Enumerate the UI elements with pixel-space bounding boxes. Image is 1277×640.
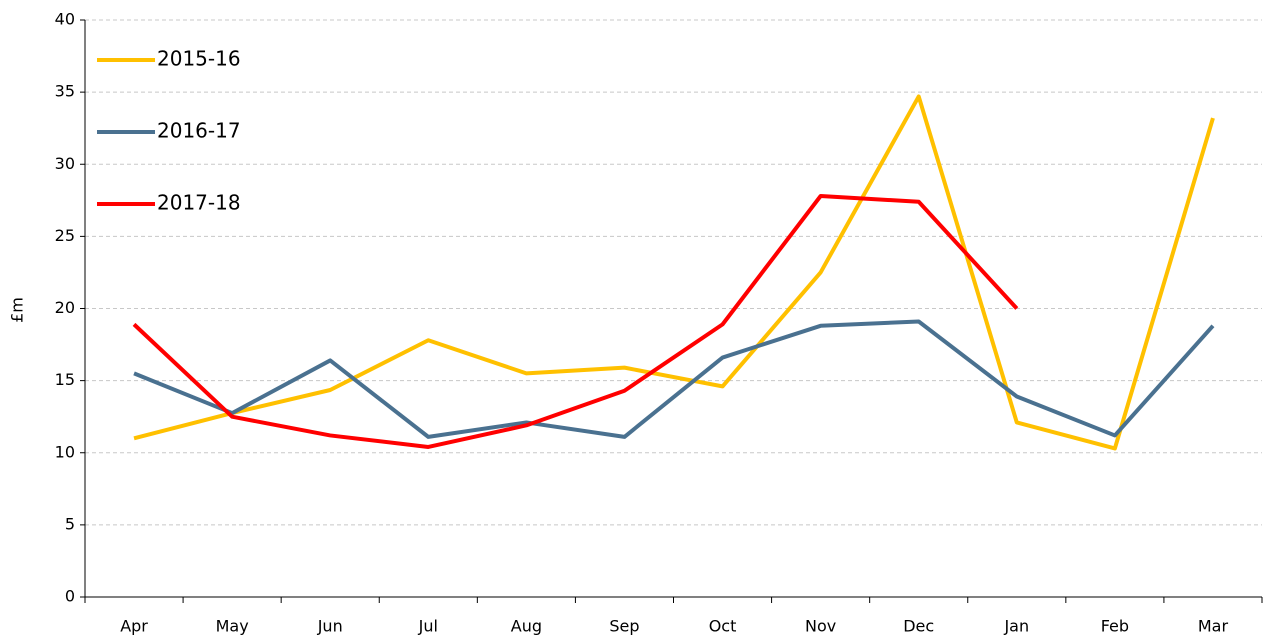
series-line <box>132 193 1019 449</box>
y-tick-label: 10 <box>55 442 75 461</box>
series-line <box>133 319 1215 439</box>
x-tick-label: Apr <box>120 617 148 636</box>
y-tick-label: 35 <box>55 82 75 101</box>
legend-label: 2017-18 <box>157 191 241 215</box>
y-tick-label: 15 <box>55 370 75 389</box>
x-tick-label: Oct <box>709 617 737 636</box>
y-tick-label: 25 <box>55 226 75 245</box>
y-tick-label: 0 <box>65 587 75 606</box>
series-line <box>133 94 1215 451</box>
y-tick-label: 30 <box>55 154 75 173</box>
x-tick-label: Sep <box>609 617 639 636</box>
x-tick-label: Aug <box>511 617 542 636</box>
y-tick-label: 40 <box>55 10 75 29</box>
x-tick-label: Dec <box>903 617 934 636</box>
y-tick-label: 5 <box>65 514 75 533</box>
legend-label: 2016-17 <box>157 119 241 143</box>
x-tick-label: Jun <box>317 617 343 636</box>
x-tick-label: Feb <box>1101 617 1129 636</box>
x-tick-label: May <box>216 617 249 636</box>
y-axis-label: £m <box>8 297 27 323</box>
x-tick-label: Mar <box>1198 617 1229 636</box>
x-tick-label: Nov <box>805 617 836 636</box>
legend-label: 2015-16 <box>157 47 241 71</box>
x-tick-label: Jul <box>418 617 438 636</box>
y-tick-label: 20 <box>55 298 75 317</box>
x-tick-label: Jan <box>1003 617 1029 636</box>
